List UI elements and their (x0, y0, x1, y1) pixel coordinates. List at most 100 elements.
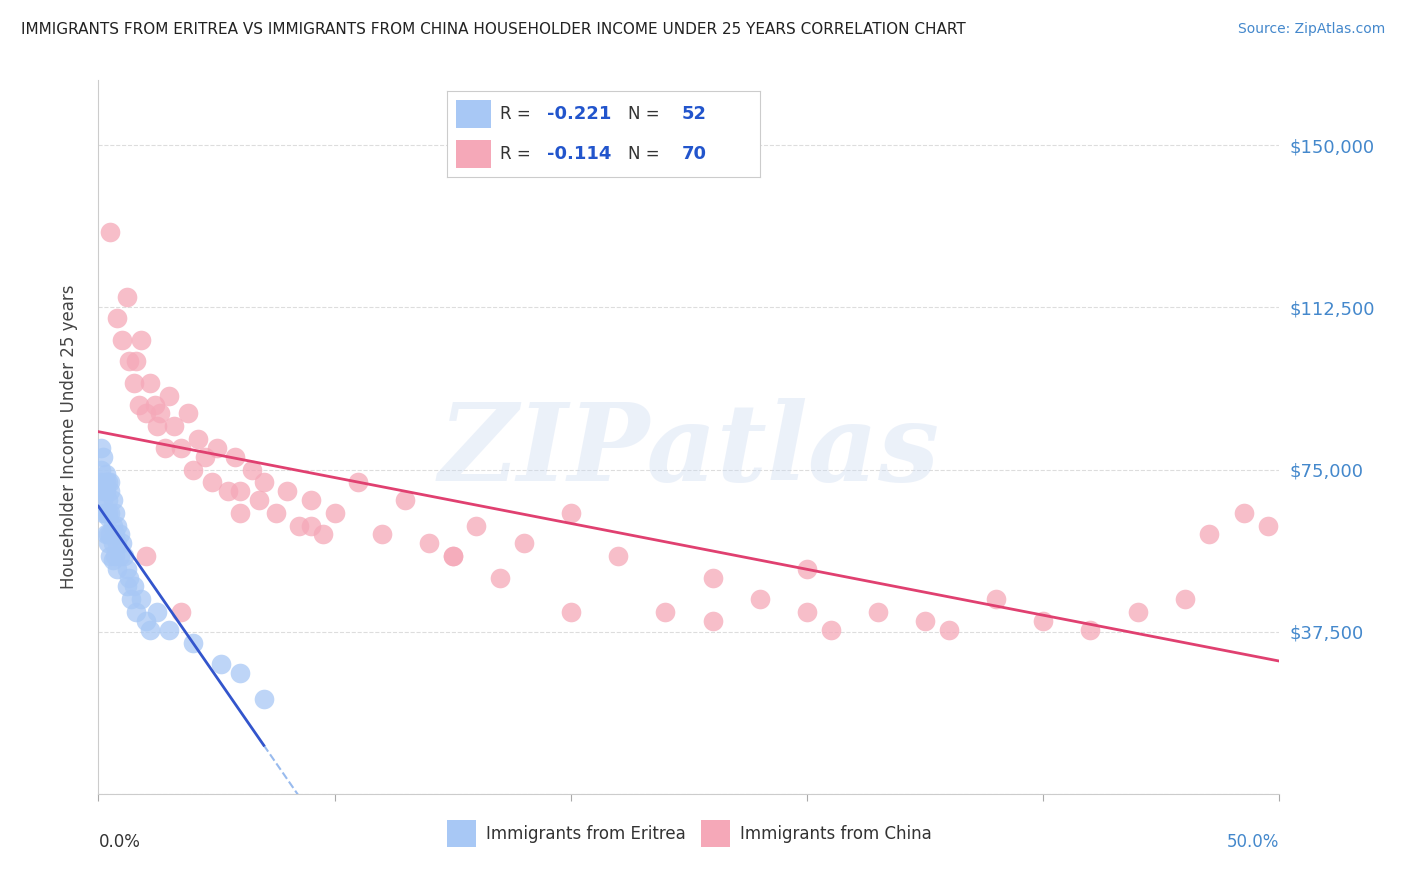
Point (323, 506, 346, 520)
Point (101, 536, 124, 550)
Point (118, 571, 141, 585)
Point (143, 398, 166, 412)
Point (108, 549, 131, 563)
Point (94, 506, 117, 520)
Point (128, 398, 150, 412)
Point (98, 225, 121, 239)
Point (97, 506, 120, 520)
Point (146, 419, 169, 434)
Point (112, 549, 135, 563)
Point (97, 527, 120, 541)
Point (94, 484, 117, 499)
Point (247, 492, 270, 507)
Point (418, 536, 440, 550)
Point (121, 592, 143, 607)
Point (347, 475, 370, 490)
Point (194, 450, 217, 464)
Point (1257, 518, 1279, 533)
Point (938, 623, 960, 637)
Point (181, 635, 204, 649)
Point (104, 506, 127, 520)
Point (371, 527, 394, 541)
Point (111, 333, 134, 347)
Point (105, 536, 128, 550)
Point (98, 549, 121, 563)
Y-axis label: Householder Income Under 25 years: Householder Income Under 25 years (59, 285, 77, 590)
Point (796, 562, 818, 576)
Point (105, 311, 128, 326)
Point (97, 510, 120, 524)
Point (97, 475, 120, 490)
Point (205, 441, 228, 455)
Text: 50.0%: 50.0% (1227, 833, 1279, 851)
Point (560, 605, 582, 619)
Point (820, 623, 842, 637)
Point (394, 492, 416, 507)
Text: IMMIGRANTS FROM ERITREA VS IMMIGRANTS FROM CHINA HOUSEHOLDER INCOME UNDER 25 YEA: IMMIGRANTS FROM ERITREA VS IMMIGRANTS FR… (21, 22, 966, 37)
Point (97, 492, 120, 507)
Point (94, 475, 117, 490)
Point (91, 450, 114, 464)
Point (153, 441, 176, 455)
Point (229, 484, 252, 499)
Point (139, 376, 162, 390)
Text: Immigrants from China: Immigrants from China (740, 825, 931, 843)
Point (170, 441, 193, 455)
Point (146, 605, 169, 619)
Point (312, 527, 335, 541)
FancyBboxPatch shape (700, 821, 730, 847)
Point (702, 571, 724, 585)
Point (187, 432, 209, 446)
Point (122, 579, 145, 593)
Point (101, 492, 124, 507)
Point (489, 571, 512, 585)
Point (1233, 506, 1256, 520)
Text: Source: ZipAtlas.com: Source: ZipAtlas.com (1237, 22, 1385, 37)
Point (914, 614, 936, 628)
Point (209, 657, 232, 672)
Point (98, 506, 121, 520)
Point (1032, 614, 1054, 628)
Point (984, 592, 1007, 607)
Point (101, 553, 124, 567)
Point (441, 549, 464, 563)
Point (702, 614, 724, 628)
Point (135, 549, 157, 563)
Point (229, 665, 252, 680)
Point (170, 605, 193, 619)
Point (94, 467, 117, 481)
Point (115, 562, 138, 576)
Point (1198, 527, 1220, 541)
Point (299, 518, 322, 533)
Point (253, 691, 276, 706)
Point (441, 549, 464, 563)
Point (98, 484, 121, 499)
Point (1126, 605, 1149, 619)
Point (796, 605, 818, 619)
Point (118, 354, 141, 368)
Point (465, 518, 488, 533)
Point (240, 462, 263, 476)
Point (129, 333, 152, 347)
Point (149, 406, 172, 420)
Point (90, 475, 112, 490)
Point (866, 605, 889, 619)
Point (135, 614, 157, 628)
Point (104, 549, 127, 563)
Point (253, 475, 276, 490)
Point (105, 518, 128, 533)
Point (229, 506, 252, 520)
Point (607, 549, 630, 563)
Point (201, 475, 224, 490)
Point (264, 506, 287, 520)
Text: 0.0%: 0.0% (98, 833, 141, 851)
Text: Immigrants from Eritrea: Immigrants from Eritrea (486, 825, 686, 843)
Point (276, 484, 298, 499)
Point (101, 518, 124, 533)
Point (104, 527, 127, 541)
Point (98, 475, 121, 490)
Point (181, 462, 204, 476)
Point (177, 406, 200, 420)
Point (122, 376, 145, 390)
Point (157, 623, 180, 637)
